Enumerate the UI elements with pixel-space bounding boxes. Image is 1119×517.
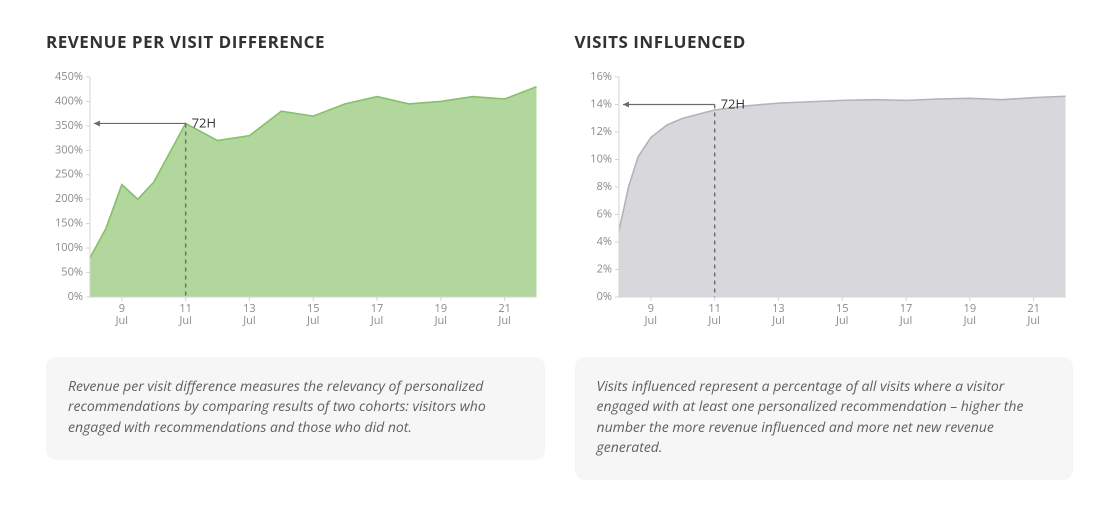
svg-text:350%: 350%	[55, 118, 83, 133]
svg-text:50%: 50%	[61, 264, 83, 279]
svg-text:Jul: Jul	[115, 313, 128, 328]
svg-text:72H: 72H	[720, 94, 744, 112]
svg-text:Jul: Jul	[242, 313, 255, 328]
svg-text:Jul: Jul	[835, 313, 848, 328]
svg-text:14%: 14%	[590, 96, 612, 111]
svg-text:Jul: Jul	[497, 313, 510, 328]
svg-text:200%: 200%	[55, 191, 83, 206]
svg-text:450%: 450%	[55, 71, 83, 84]
svg-text:300%: 300%	[55, 142, 83, 157]
revenue-per-visit-panel: REVENUE PER VISIT DIFFERENCE 0% 50% 100% 15…	[46, 30, 545, 480]
svg-text:10%: 10%	[590, 151, 612, 166]
visits-influenced-panel: VISITS INFLUENCED 0% 2% 4% 6% 8% 10% 12% 14% 16%…	[575, 30, 1074, 480]
svg-text:72H: 72H	[192, 113, 216, 131]
svg-text:Jul: Jul	[178, 313, 191, 328]
panel-row: REVENUE PER VISIT DIFFERENCE 0% 50% 100% 15…	[46, 30, 1073, 480]
svg-text:150%: 150%	[55, 216, 83, 231]
svg-text:Jul: Jul	[370, 313, 383, 328]
svg-text:Jul: Jul	[898, 313, 911, 328]
svg-text:400%: 400%	[55, 93, 83, 108]
svg-text:Jul: Jul	[962, 313, 975, 328]
svg-text:12%: 12%	[590, 124, 612, 139]
revenue-per-visit-caption: Revenue per visit difference measures th…	[46, 357, 545, 460]
svg-text:16%: 16%	[590, 71, 612, 84]
svg-text:Jul: Jul	[771, 313, 784, 328]
svg-text:2%: 2%	[596, 261, 611, 276]
svg-text:Jul: Jul	[643, 313, 656, 328]
svg-text:100%: 100%	[55, 240, 83, 255]
visits-influenced-chart: 0%2%4%6%8%10%12%14%16%9Jul11Jul13Jul15Ju…	[575, 71, 1074, 331]
svg-text:8%: 8%	[596, 179, 611, 194]
revenue-per-visit-chart: 0%50%100%150%200%250%300%350%400%450%9Ju…	[46, 71, 545, 331]
svg-text:Jul: Jul	[434, 313, 447, 328]
svg-text:Jul: Jul	[1026, 313, 1039, 328]
svg-text:Jul: Jul	[306, 313, 319, 328]
svg-text:250%: 250%	[55, 167, 83, 182]
visits-influenced-title: VISITS INFLUENCED	[575, 30, 1074, 53]
svg-text:0%: 0%	[68, 289, 83, 304]
svg-text:0%: 0%	[596, 289, 611, 304]
revenue-per-visit-title: REVENUE PER VISIT DIFFERENCE	[46, 30, 545, 53]
svg-text:Jul: Jul	[707, 313, 720, 328]
svg-text:4%: 4%	[596, 234, 611, 249]
visits-influenced-caption: Visits influenced represent a percentage…	[575, 357, 1074, 480]
svg-text:6%: 6%	[596, 206, 611, 221]
